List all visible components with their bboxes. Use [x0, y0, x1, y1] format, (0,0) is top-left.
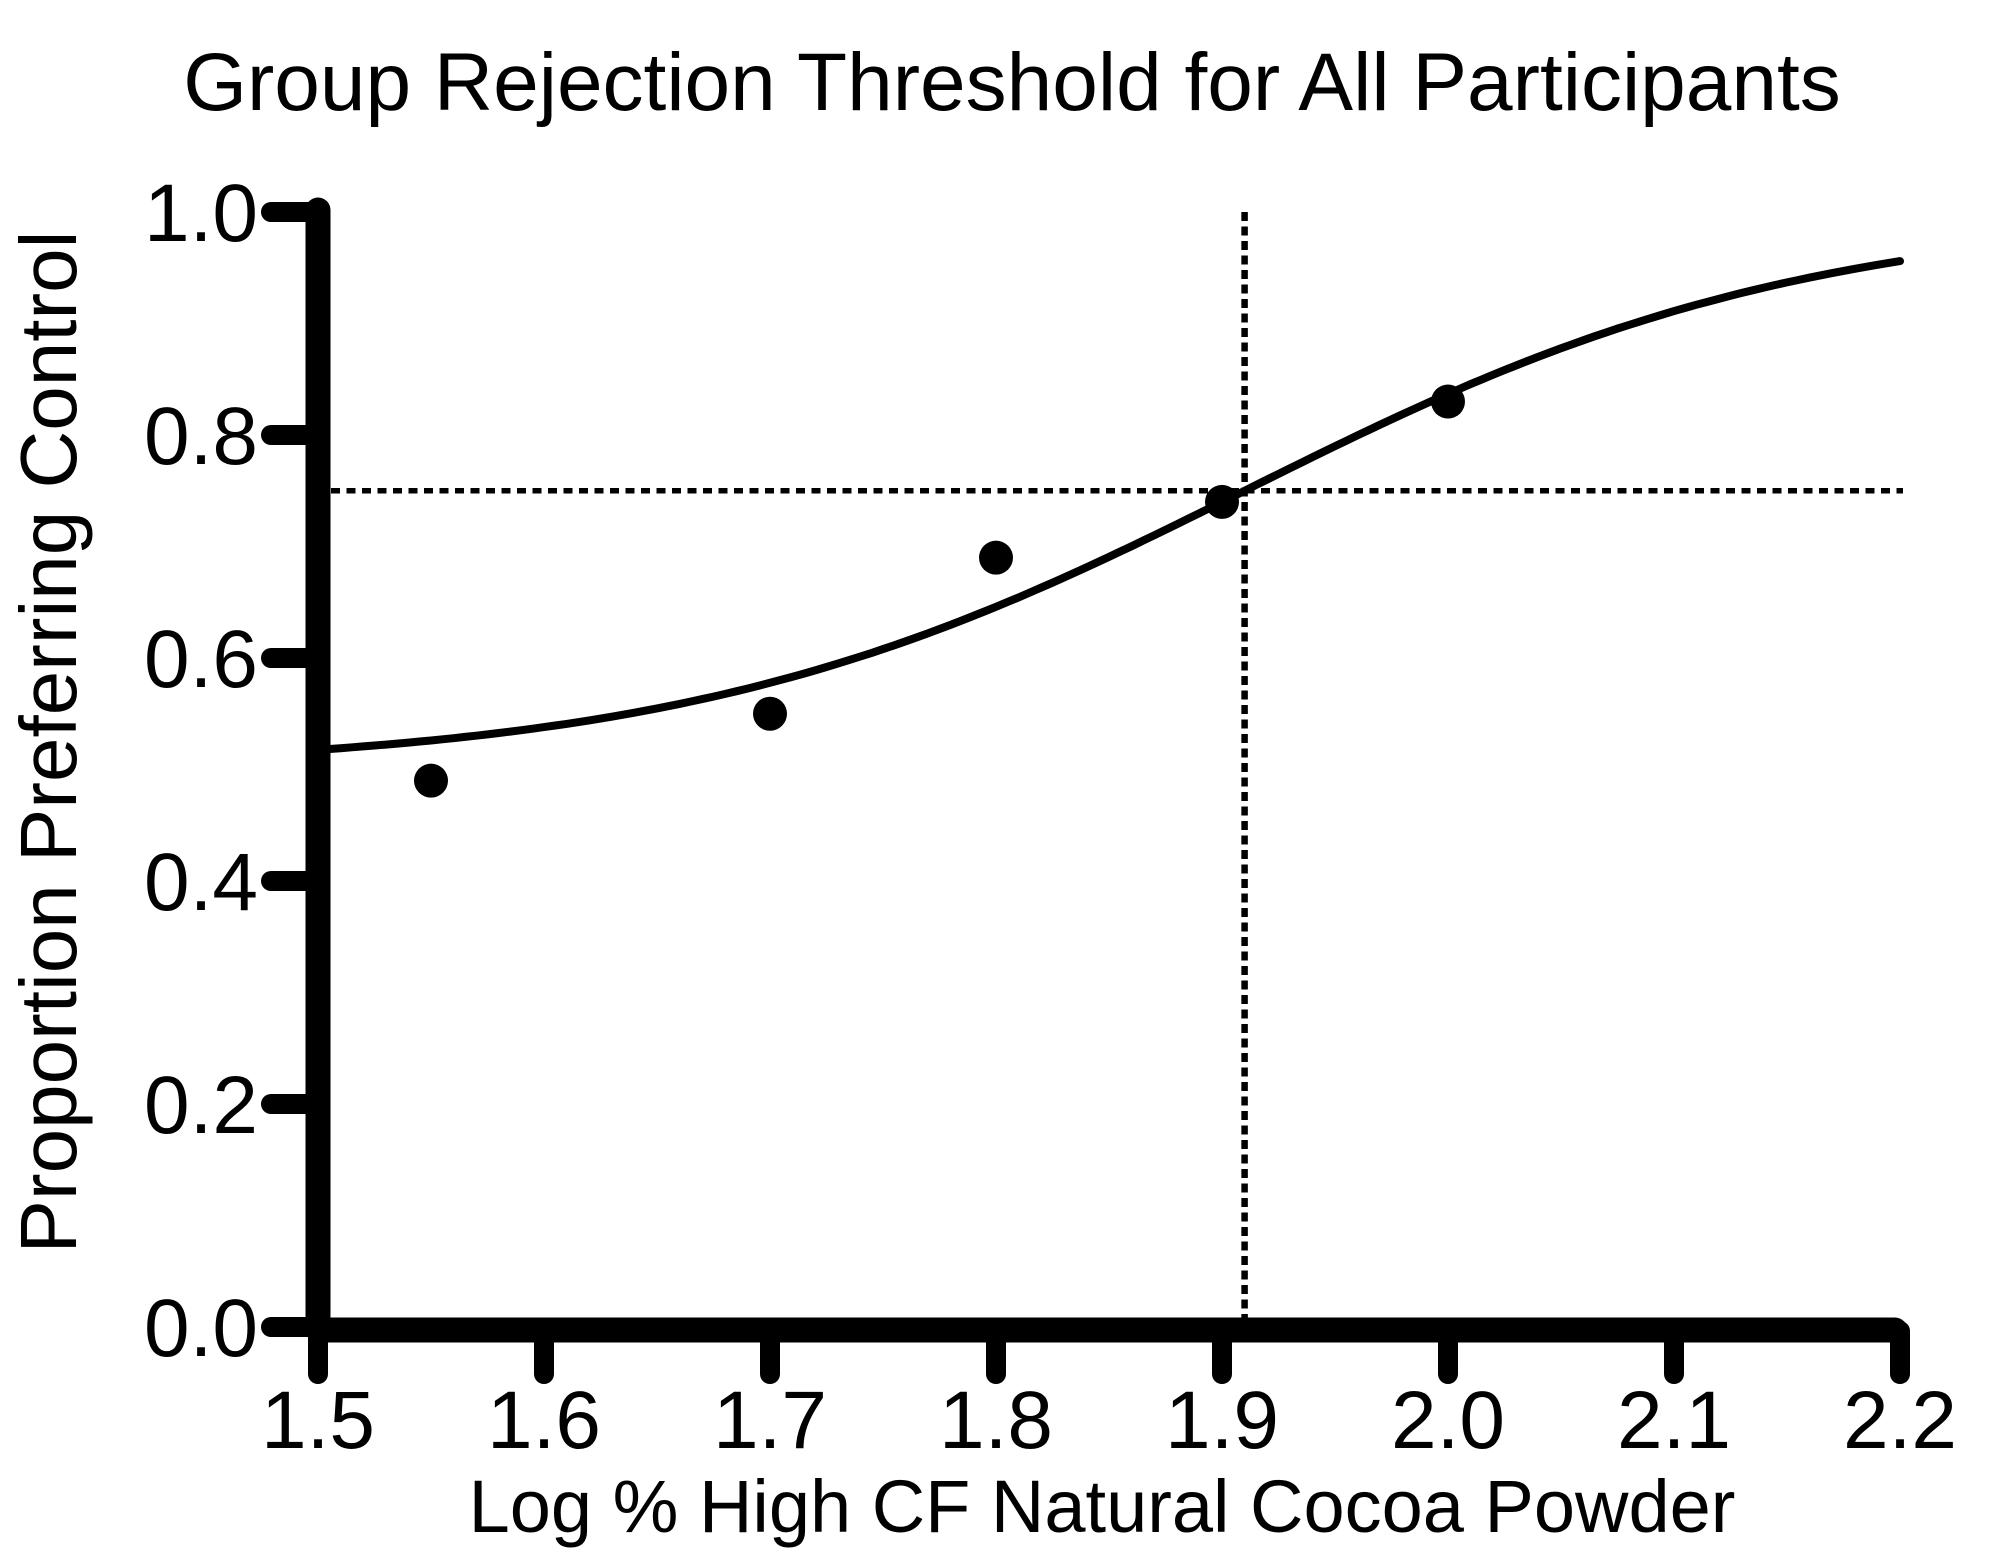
data-point [979, 540, 1013, 575]
x-tick-label: 1.7 [713, 1375, 827, 1466]
x-axis-ticks: 1.5 1.6 1.7 1.8 1.9 2.0 2.1 2.2 [261, 1321, 1957, 1466]
data-point [1431, 384, 1465, 419]
x-tick-label: 1.9 [1165, 1375, 1279, 1466]
data-point [1205, 484, 1239, 519]
fitted-sigmoid-curve [314, 257, 1904, 754]
y-axis-ticks: 0.0 0.2 0.4 0.6 0.8 1.0 [144, 168, 327, 1374]
x-tick-label: 2.0 [1391, 1375, 1505, 1466]
data-point [753, 696, 787, 731]
x-tick-label: 1.6 [487, 1375, 601, 1466]
y-tick-label: 1.0 [144, 168, 258, 259]
x-axis-title: Log % High CF Natural Cocoa Powder [469, 1465, 1736, 1548]
data-point [414, 763, 448, 798]
y-tick-label: 0.0 [144, 1283, 258, 1374]
x-tick-label: 1.5 [261, 1375, 375, 1466]
y-tick-label: 0.8 [144, 391, 258, 482]
data-points [414, 384, 1465, 798]
x-tick-label: 1.8 [939, 1375, 1053, 1466]
sigmoid-fit-path [314, 257, 1904, 754]
chart-title: Group Rejection Threshold for All Partic… [183, 37, 1841, 128]
threshold-reference-lines [331, 212, 1903, 1328]
y-tick-label: 0.6 [144, 614, 258, 705]
y-axis-title: Proportion Preferring Control [4, 231, 93, 1254]
y-tick-label: 0.4 [144, 837, 258, 928]
axis-spine-path [305, 197, 1908, 1343]
axes-spines [305, 197, 1908, 1343]
x-tick-label: 2.1 [1617, 1375, 1731, 1466]
x-tick-label: 2.2 [1843, 1375, 1957, 1466]
y-tick-label: 0.2 [144, 1060, 258, 1151]
